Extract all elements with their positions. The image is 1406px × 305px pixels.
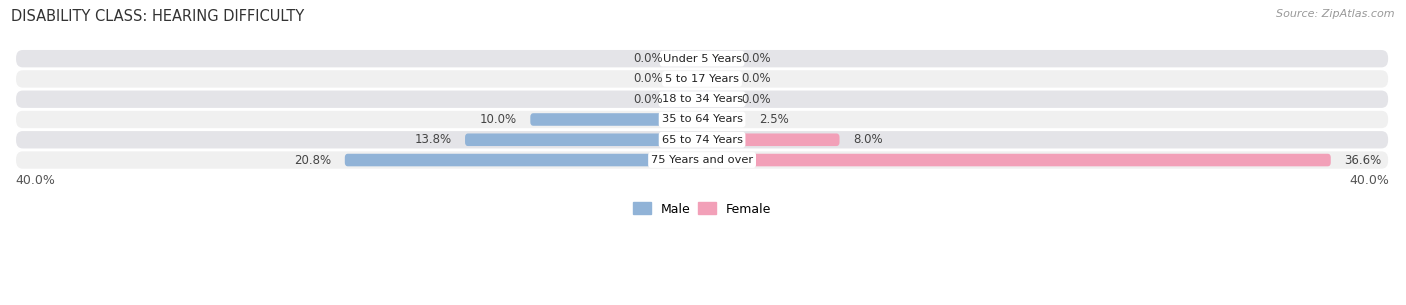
- Text: 0.0%: 0.0%: [741, 73, 772, 85]
- Text: 8.0%: 8.0%: [853, 133, 883, 146]
- FancyBboxPatch shape: [702, 93, 728, 106]
- Legend: Male, Female: Male, Female: [628, 197, 776, 221]
- FancyBboxPatch shape: [702, 134, 839, 146]
- Text: 2.5%: 2.5%: [759, 113, 789, 126]
- FancyBboxPatch shape: [676, 93, 702, 106]
- Text: 10.0%: 10.0%: [479, 113, 516, 126]
- Text: 35 to 64 Years: 35 to 64 Years: [662, 114, 742, 124]
- Text: 40.0%: 40.0%: [1350, 174, 1389, 187]
- Text: 5 to 17 Years: 5 to 17 Years: [665, 74, 740, 84]
- FancyBboxPatch shape: [15, 110, 1389, 129]
- Text: 0.0%: 0.0%: [633, 93, 662, 106]
- Text: 18 to 34 Years: 18 to 34 Years: [661, 94, 742, 104]
- Text: 0.0%: 0.0%: [633, 73, 662, 85]
- FancyBboxPatch shape: [344, 154, 702, 166]
- FancyBboxPatch shape: [702, 154, 1330, 166]
- FancyBboxPatch shape: [15, 150, 1389, 170]
- FancyBboxPatch shape: [676, 73, 702, 85]
- FancyBboxPatch shape: [15, 49, 1389, 68]
- FancyBboxPatch shape: [530, 113, 702, 126]
- Text: 20.8%: 20.8%: [294, 153, 330, 167]
- Text: 75 Years and over: 75 Years and over: [651, 155, 754, 165]
- Text: 13.8%: 13.8%: [415, 133, 451, 146]
- Text: 36.6%: 36.6%: [1344, 153, 1382, 167]
- FancyBboxPatch shape: [15, 69, 1389, 89]
- FancyBboxPatch shape: [15, 130, 1389, 149]
- FancyBboxPatch shape: [702, 52, 728, 65]
- Text: 65 to 74 Years: 65 to 74 Years: [662, 135, 742, 145]
- Text: 0.0%: 0.0%: [633, 52, 662, 65]
- FancyBboxPatch shape: [702, 113, 745, 126]
- Text: Under 5 Years: Under 5 Years: [662, 54, 741, 64]
- Text: DISABILITY CLASS: HEARING DIFFICULTY: DISABILITY CLASS: HEARING DIFFICULTY: [11, 9, 305, 24]
- Text: Source: ZipAtlas.com: Source: ZipAtlas.com: [1277, 9, 1395, 19]
- Text: 0.0%: 0.0%: [741, 93, 772, 106]
- FancyBboxPatch shape: [15, 89, 1389, 109]
- FancyBboxPatch shape: [465, 134, 702, 146]
- FancyBboxPatch shape: [676, 52, 702, 65]
- Text: 40.0%: 40.0%: [15, 174, 55, 187]
- FancyBboxPatch shape: [702, 73, 728, 85]
- Text: 0.0%: 0.0%: [741, 52, 772, 65]
